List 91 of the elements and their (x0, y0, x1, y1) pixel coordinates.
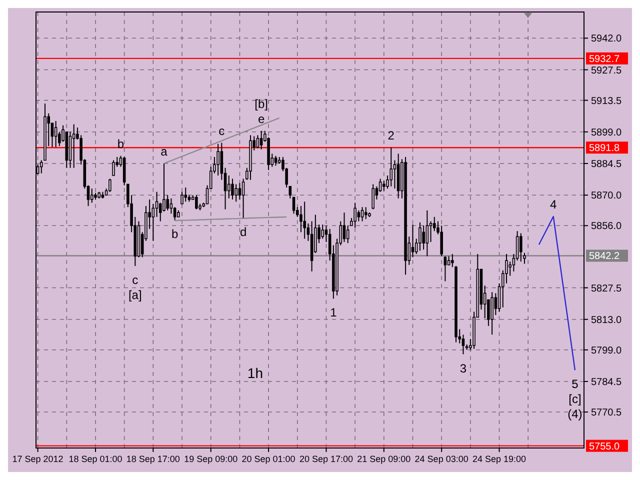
text: 1h (247, 365, 263, 382)
candlestick (364, 206, 368, 220)
candlestick (166, 194, 169, 211)
x-tick-label: 18 Sep 17:00 (126, 454, 180, 464)
candlestick (234, 184, 238, 202)
candlestick (429, 220, 432, 242)
ref-line-label: 5932.7 (589, 54, 620, 65)
candlestick (321, 224, 324, 240)
candlestick (216, 143, 220, 176)
annotation: (4) (568, 407, 582, 422)
y-tick-label: 5827.5 (591, 283, 622, 294)
candlestick (112, 160, 115, 176)
candlestick (422, 225, 425, 250)
candlestick (108, 178, 112, 192)
candlestick (426, 210, 429, 257)
candlestick (440, 225, 443, 257)
candlestick (346, 225, 350, 244)
candlestick (411, 224, 414, 258)
candlestick (238, 182, 242, 200)
y-tick-label: 5870.0 (591, 190, 622, 202)
candlestick (360, 206, 364, 222)
candlestick (342, 212, 346, 242)
candlestick (520, 232, 522, 262)
candlestick (54, 120, 58, 148)
candlestick (173, 206, 176, 221)
x-tick-label: 20 Sep 01:00 (242, 454, 296, 464)
candlestick (256, 134, 260, 149)
line-series (163, 117, 280, 164)
annotation: 3 (460, 361, 467, 376)
candlestick (90, 188, 94, 204)
y-tick-label: 5884.5 (591, 159, 622, 170)
candlestick (152, 203, 155, 242)
candlestick (184, 186, 188, 202)
candlestick (462, 334, 465, 355)
line-series (538, 216, 576, 371)
y-tick-label: 5799.0 (591, 345, 622, 356)
y-tick-label: 5913.5 (591, 96, 622, 107)
x-tick-label: 24 Sep 03:00 (414, 454, 468, 464)
annotation: d (240, 225, 247, 240)
candlestick (242, 178, 245, 219)
candlestick (372, 184, 374, 210)
candlestick (274, 155, 278, 166)
candlestick (393, 160, 396, 190)
y-tick-label: 5770.5 (591, 408, 622, 419)
annotation: 5 (572, 377, 579, 392)
candlestick (444, 256, 447, 282)
annotation: c (132, 272, 138, 287)
annotation: e (258, 112, 265, 126)
ref-line-label: 5842.2 (589, 251, 620, 262)
candlestick (260, 130, 263, 150)
annotation: [a] (128, 288, 142, 302)
y-tick-label: 5927.5 (591, 65, 622, 76)
annotation: a (160, 144, 168, 159)
candlestick (180, 191, 184, 204)
candlestick (354, 202, 356, 228)
y-tick-label: 5784.5 (591, 377, 622, 388)
annotation: 1 (330, 306, 338, 320)
candlestick (231, 178, 234, 200)
candlestick (378, 178, 382, 192)
y-tick-label: 5899.0 (591, 127, 622, 138)
candlestick (170, 198, 173, 214)
candlestick (227, 175, 230, 199)
candlestick (303, 201, 306, 240)
candlestick (418, 222, 422, 252)
candlestick (195, 194, 198, 210)
x-tick-label: 20 Sep 17:00 (299, 454, 354, 464)
annotation: b (171, 227, 178, 242)
annotation: 2 (388, 128, 395, 143)
y-tick-label: 5813.0 (591, 314, 622, 326)
x-tick-label: 18 Sep 01:00 (68, 454, 122, 464)
annotation: [c] (568, 392, 582, 406)
candlestick (516, 230, 519, 262)
annotation: c (218, 124, 225, 138)
candlestick (288, 186, 292, 199)
x-tick-label: 17 Sep 2012 (12, 454, 64, 464)
candlestick (390, 147, 393, 187)
candlestick (490, 292, 494, 336)
x-tick-label: 24 Sep 19:00 (472, 454, 526, 464)
annotation: [b] (254, 96, 268, 111)
y-tick-label: 5942.0 (591, 34, 622, 45)
candlestick (68, 131, 72, 168)
x-tick-label: 19 Sep 09:00 (184, 454, 238, 464)
candlestick (382, 180, 386, 192)
candlestick (72, 124, 76, 168)
annotation: 4 (550, 197, 558, 212)
x-tick-label: 21 Sep 09:00 (357, 454, 411, 464)
candlestick (292, 196, 296, 214)
candlestick (357, 210, 360, 222)
ref-line-label: 5755.0 (589, 441, 620, 452)
y-tick-label: 5856.0 (591, 221, 622, 232)
ref-line-label: 5891.8 (589, 143, 620, 154)
